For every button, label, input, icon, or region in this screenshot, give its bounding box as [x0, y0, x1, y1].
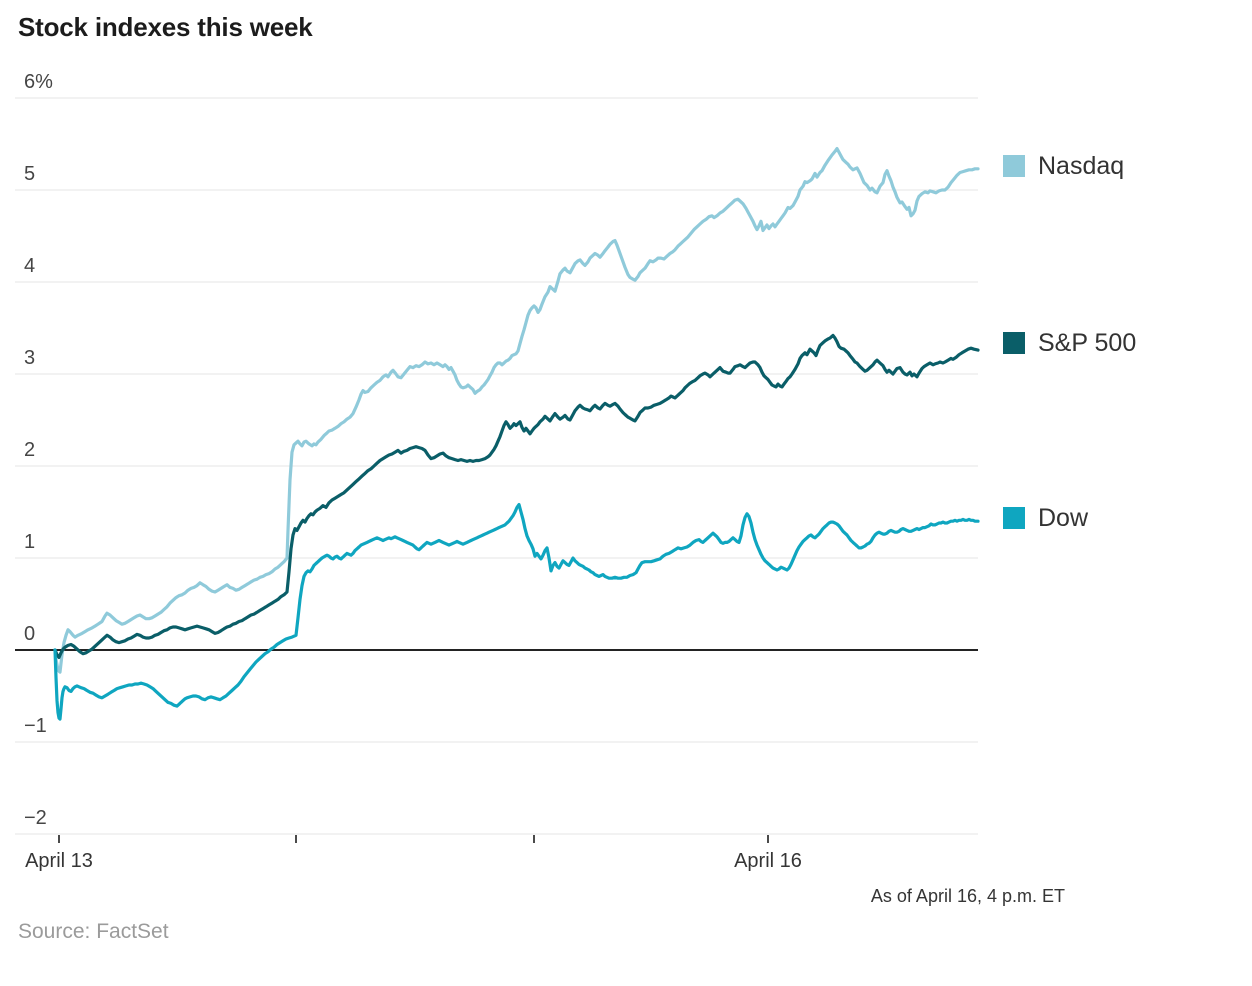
y-tick-label: 4: [24, 255, 36, 277]
series-line-s-p-500: [53, 333, 980, 660]
y-tick-label: −1: [24, 715, 47, 737]
legend-swatch-icon: [1003, 507, 1025, 529]
y-tick-label: 6%: [24, 71, 53, 93]
y-tick-label: −2: [24, 807, 47, 829]
series-line-nasdaq: [53, 147, 980, 674]
legend-item-dow: Dow: [1003, 504, 1088, 532]
y-tick-label: 0: [24, 623, 36, 645]
legend-label: Dow: [1038, 503, 1089, 532]
y-tick-label: 5: [24, 163, 36, 185]
legend-swatch-icon: [1003, 332, 1025, 354]
series-line-dow: [53, 503, 980, 721]
x-tick-label: April 13: [25, 850, 93, 872]
y-tick-label: 2: [24, 439, 36, 461]
legend-swatch-icon: [1003, 155, 1025, 177]
chart-title: Stock indexes this week: [18, 12, 313, 42]
y-tick-label: 3: [24, 347, 36, 369]
source-note: Source: FactSet: [18, 920, 169, 943]
legend-item-nasdaq: Nasdaq: [1003, 152, 1124, 180]
y-tick-label: 1: [24, 531, 36, 553]
x-tick-label: April 16: [734, 850, 802, 872]
as-of-note: As of April 16, 4 p.m. ET: [870, 886, 1065, 906]
legend-label: S&P 500: [1038, 328, 1137, 357]
legend-item-s-p-500: S&P 500: [1003, 329, 1136, 357]
legend-label: Nasdaq: [1038, 151, 1125, 180]
